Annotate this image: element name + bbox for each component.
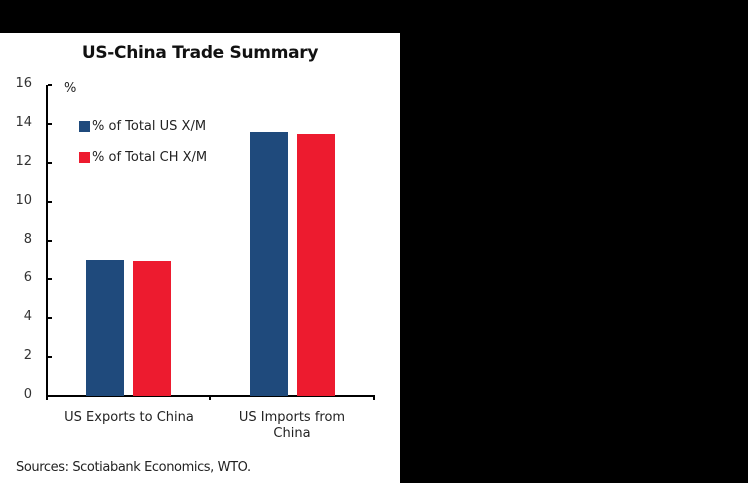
y-tick-label: 2 [23, 348, 32, 364]
y-tick-label: 8 [23, 231, 32, 247]
y-axis-line [46, 85, 48, 397]
legend-swatch-red [79, 152, 90, 163]
y-tick-label: 0 [23, 387, 32, 402]
y-tick-label: 16 [15, 76, 32, 91]
y-tick-label: 4 [23, 309, 32, 325]
y-axis-unit-label: % [64, 81, 77, 96]
x-axis-tick [373, 395, 375, 400]
x-category-label: US Imports from China [238, 410, 346, 441]
y-tick-mark [48, 239, 52, 242]
source-note: Sources: Scotiabank Economics, WTO. [16, 460, 251, 475]
y-tick-label: 6 [23, 270, 32, 286]
bar-us-0 [86, 259, 124, 396]
chart-title: US-China Trade Summary [81, 43, 319, 63]
bar-ch-1 [297, 133, 335, 396]
y-tick-mark [48, 122, 52, 125]
y-tick-label: 10 [15, 192, 32, 208]
y-tick-mark [48, 84, 52, 86]
x-category-label: US Exports to China [64, 410, 194, 425]
chart-panel: US-China Trade Summary % 0 2 4 6 8 10 12 14 16 %… [0, 33, 400, 483]
y-tick-mark [48, 161, 52, 164]
legend-item-us: % of Total US X/M [79, 119, 206, 134]
bar-us-1 [250, 131, 288, 396]
legend-label: % of Total US X/M [92, 119, 207, 134]
y-tick-label: 14 [15, 114, 32, 130]
bar-ch-0 [133, 260, 171, 396]
legend-item-ch: % of Total CH X/M [79, 150, 207, 165]
x-axis-tick [209, 395, 211, 400]
y-tick-mark [48, 200, 52, 203]
y-tick-label: 12 [15, 153, 32, 169]
y-tick-mark [48, 317, 52, 320]
y-tick-mark [48, 356, 52, 359]
x-axis-tick [46, 395, 48, 400]
legend-label: % of Total CH X/M [92, 150, 208, 165]
legend-swatch-blue [79, 121, 90, 132]
y-tick-mark [48, 278, 52, 281]
